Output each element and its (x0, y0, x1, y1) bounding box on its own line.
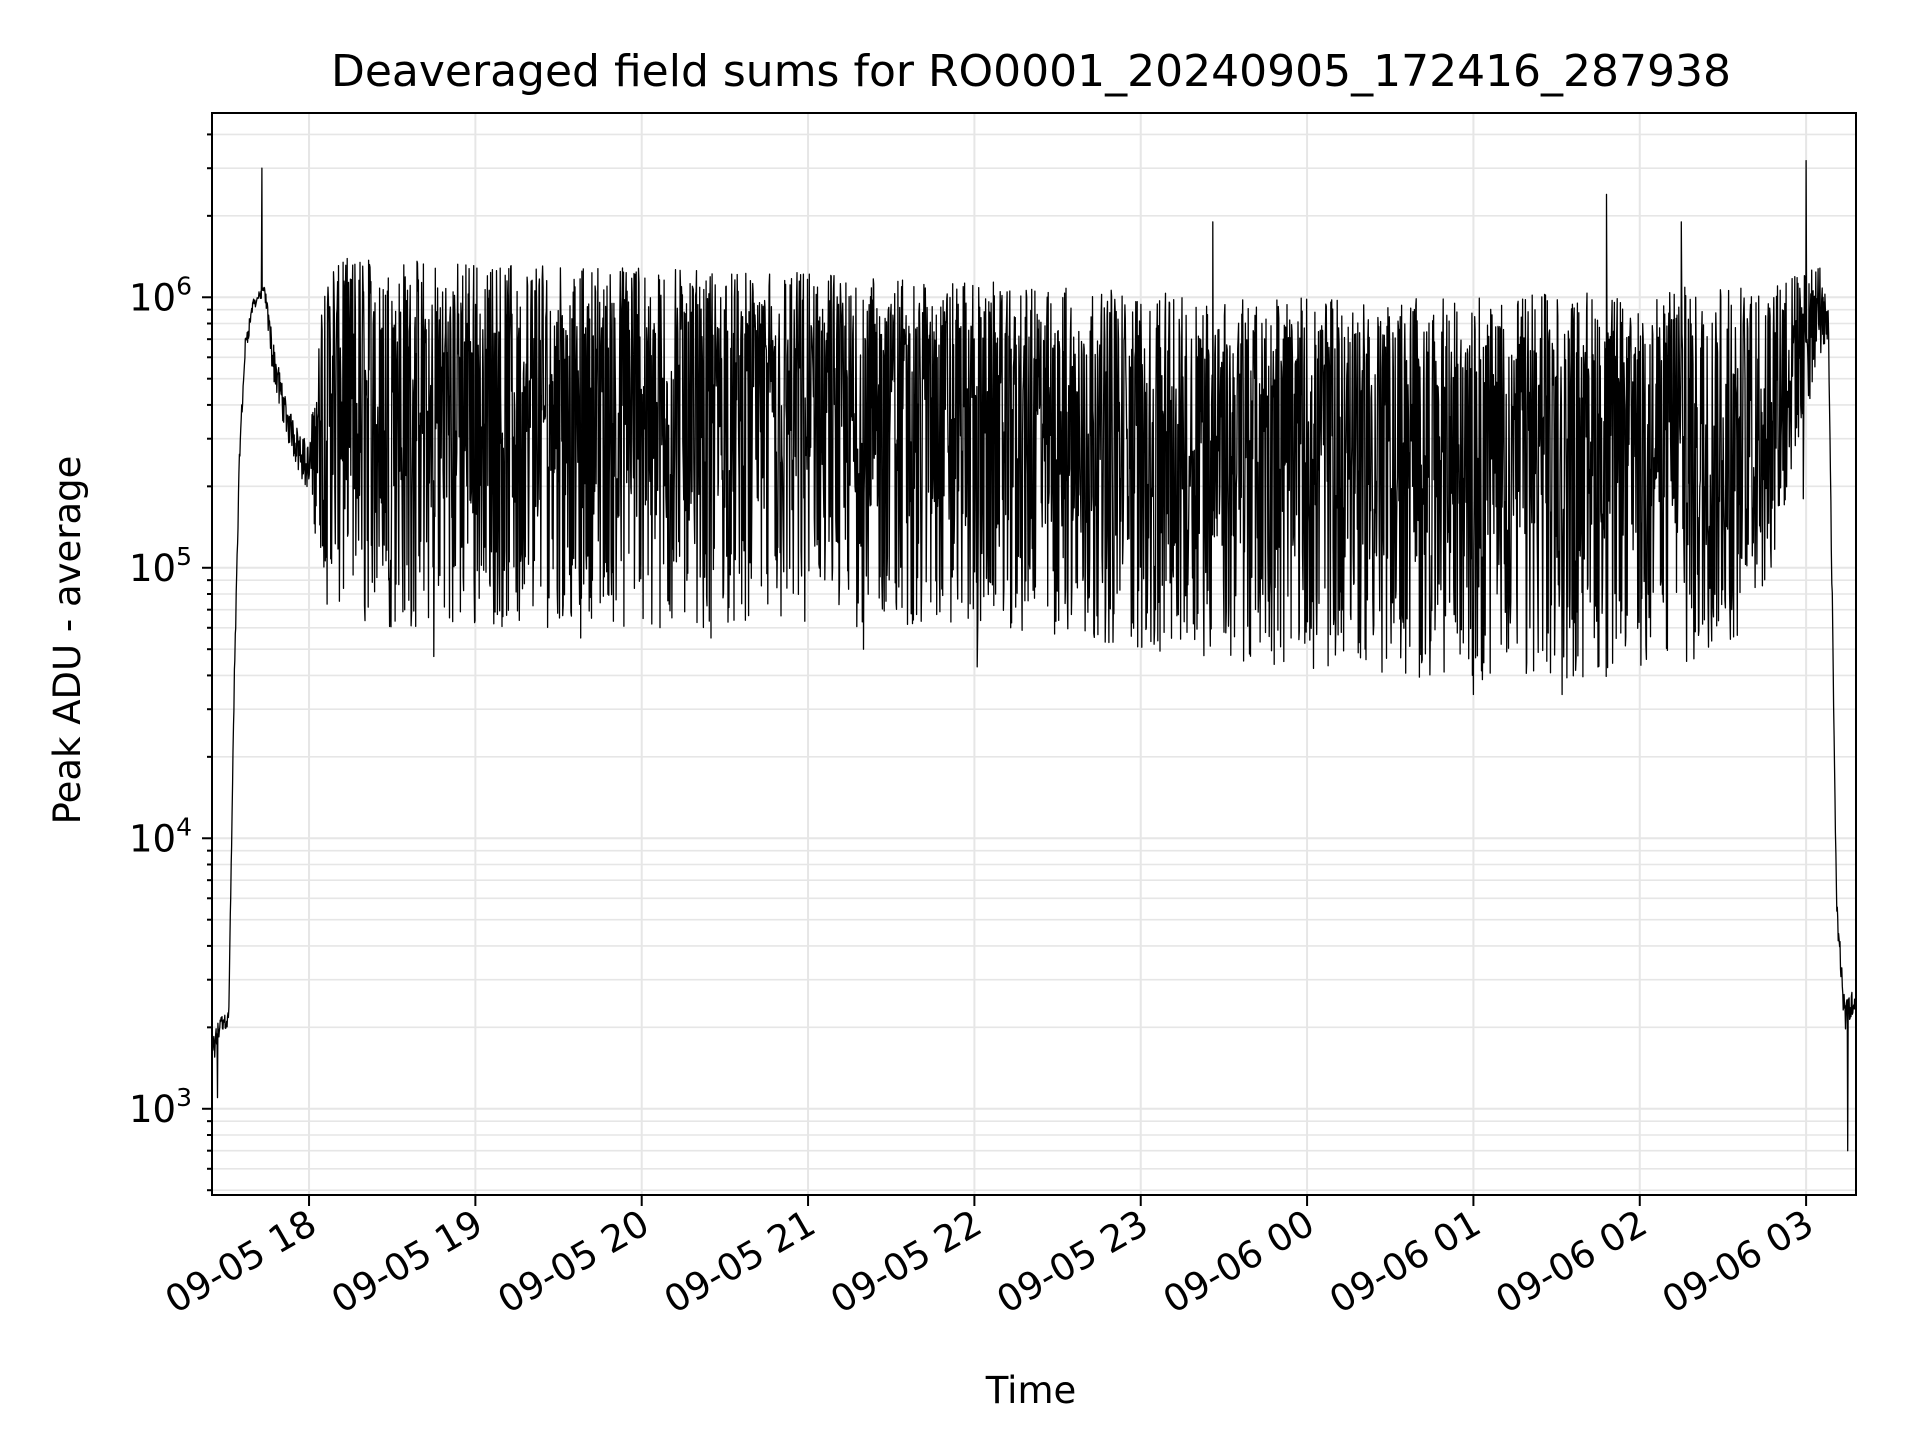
y-tick-label: 104 (129, 812, 192, 860)
y-axis-label: Peak ADU - average (46, 456, 89, 825)
y-tick-label: 106 (129, 271, 192, 319)
data-layer (212, 159, 1856, 1152)
y-tick-label: 103 (129, 1083, 192, 1131)
plot-frame (211, 112, 1857, 1196)
chart-title: Deaveraged field sums for RO0001_2024090… (331, 46, 1731, 97)
series-line (212, 159, 1856, 1152)
x-axis-label: Time (985, 1369, 1077, 1412)
y-tick-label: 105 (129, 542, 192, 590)
